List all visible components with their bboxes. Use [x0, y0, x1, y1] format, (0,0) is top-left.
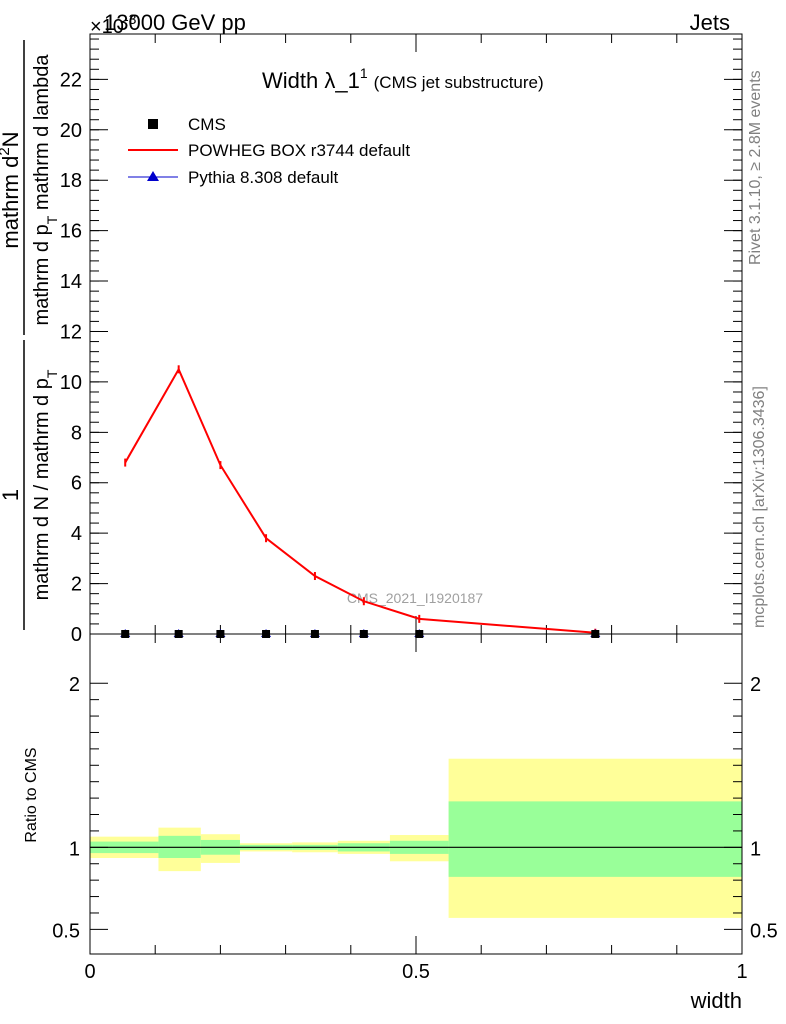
ratio-y-ticks: 0.5 0.5 1 1 2 2 — [52, 674, 778, 942]
ratio-ytick-label-right: 2 — [750, 674, 761, 696]
ratio-ytick-label-right: 1 — [750, 838, 761, 860]
legend-label-cms: CMS — [188, 115, 226, 134]
ratio-ytick-label: 2 — [69, 674, 80, 696]
main-ytick-label: 4 — [71, 523, 82, 545]
main-ytick-label: 20 — [60, 120, 82, 142]
ylabel-numer: mathrm d2N — [0, 131, 23, 248]
x-axis-label: width — [690, 988, 742, 1013]
main-ylabel: 1 mathrm d N / mathrm d pT mathrm d2N ma… — [0, 40, 60, 630]
mcplots-label: mcplots.cern.ch [arXiv:1306.3436] — [751, 386, 768, 628]
main-ytick-label: 0 — [71, 624, 82, 646]
main-ytick-label: 18 — [60, 170, 82, 192]
ylabel-prefix-denom: mathrm d N / mathrm d pT — [31, 369, 60, 600]
main-ytick-label: 6 — [71, 473, 82, 495]
header-process-label: Jets — [690, 10, 730, 35]
ratio-xtick-label: 0.5 — [402, 961, 430, 983]
header-beam-label: 13000 GeV pp — [104, 10, 246, 35]
main-y-ticks: 0 2 4 6 8 10 12 14 16 18 20 22 — [60, 38, 742, 646]
ylabel-prefix-numer: 1 — [0, 489, 23, 501]
ratio-ytick-label: 0.5 — [52, 920, 80, 942]
legend-marker-pythia — [147, 171, 159, 181]
main-ytick-label: 14 — [60, 271, 82, 293]
chart-title: Width λ_11 (CMS jet substructure) — [262, 65, 544, 93]
ratio-xtick-label: 1 — [736, 961, 747, 983]
header-exponent: ×10-3 — [90, 11, 137, 38]
main-ytick-label: 8 — [71, 422, 82, 444]
main-ytick-label: 2 — [71, 574, 82, 596]
ylabel-denom: mathrm d pT mathrm d lambda — [31, 54, 60, 326]
ratio-xtick-label: 0 — [84, 961, 95, 983]
main-ytick-label: 16 — [60, 221, 82, 243]
legend-marker-cms — [148, 119, 158, 129]
legend-label-pythia: Pythia 8.308 default — [188, 168, 339, 187]
header: ×10-3 13000 GeV pp Jets — [90, 10, 730, 38]
ratio-ytick-label-right: 0.5 — [750, 920, 778, 942]
main-panel: 0 2 4 6 8 10 12 14 16 18 20 22 CMS_2021_I1920187 Wi… — [60, 33, 743, 646]
legend: CMS POWHEG BOX r3744 default Pythia 8.30… — [128, 115, 410, 187]
watermark: CMS_2021_I1920187 — [347, 590, 483, 606]
ratio-x-ticks: 0 0.5 1 — [84, 634, 748, 983]
main-ytick-label: 22 — [60, 69, 82, 91]
ratio-ytick-label: 1 — [69, 838, 80, 860]
series-line-powheg — [124, 367, 596, 634]
ratio-panel: 0.5 0.51 12 2 0 0.5 1 Ratio to CMS width — [23, 633, 778, 1013]
main-ytick-label: 10 — [60, 372, 82, 394]
ratio-bands — [90, 758, 742, 918]
ratio-band-inner — [448, 801, 742, 877]
main-ytick-label: 12 — [60, 321, 82, 343]
ratio-ylabel: Ratio to CMS — [23, 747, 40, 842]
legend-label-powheg: POWHEG BOX r3744 default — [188, 141, 410, 160]
rivet-label: Rivet 3.1.10, ≥ 2.8M events — [747, 70, 764, 265]
main-x-ticks — [89, 34, 743, 634]
